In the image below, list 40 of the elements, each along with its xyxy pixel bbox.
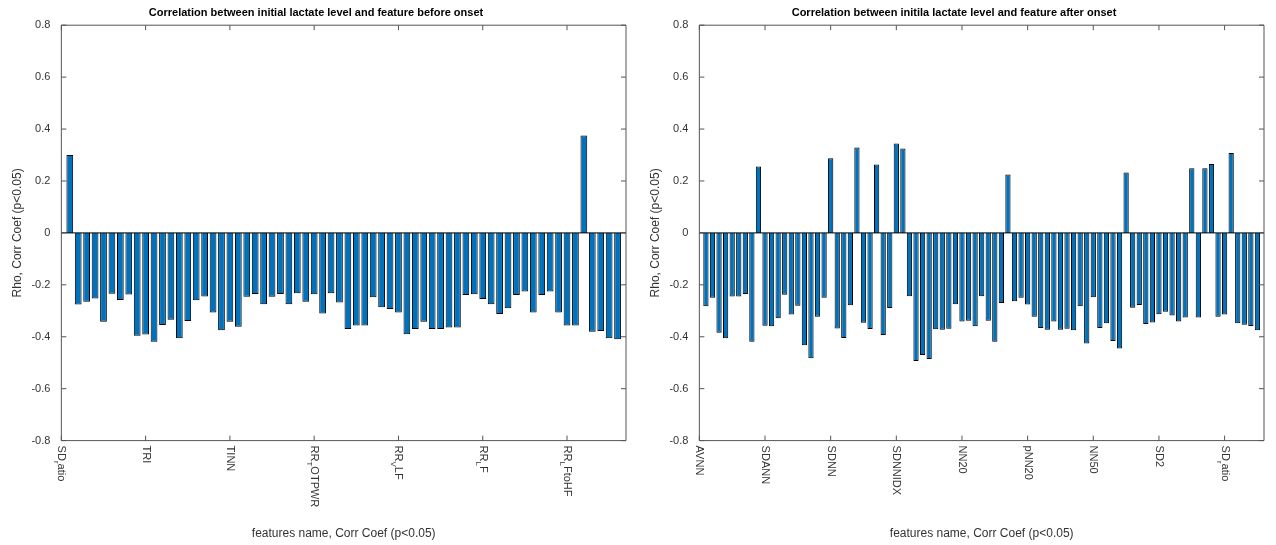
chart-title: Correlation between initila lactate level and feature after onset xyxy=(791,5,1117,18)
x-tick-label: SDNNIDX xyxy=(891,445,904,496)
x-tick-label: RRVLF xyxy=(389,445,406,480)
y-tick-label: -0.6 xyxy=(31,381,51,394)
x-tick-label: NN20 xyxy=(956,445,969,474)
y-tick-label: 0.6 xyxy=(673,70,689,83)
x-axis-title: features name, Corr Coef (p<0.05) xyxy=(889,526,1074,541)
y-tick-label: 0.8 xyxy=(673,18,689,31)
x-tick-label: RRTOTPWR xyxy=(304,445,322,508)
x-axis-title: features name, Corr Coef (p<0.05) xyxy=(251,526,436,541)
y-tick-label: 0.8 xyxy=(35,18,51,31)
x-tick-label: SDratio xyxy=(52,445,69,482)
y-axis-title: Rho, Corr Coef (p<0.05) xyxy=(647,168,662,298)
x-tick-label: SD2 xyxy=(1153,445,1166,468)
y-tick-label: 0 xyxy=(682,225,689,238)
y-tick-label: 0.2 xyxy=(673,174,689,187)
y-tick-label: 0.4 xyxy=(673,122,689,135)
y-tick-label: 0.6 xyxy=(35,70,51,83)
y-tick-label: -0.6 xyxy=(669,381,689,394)
x-tick-label: SDratio xyxy=(1215,445,1232,482)
x-tick-label: NN50 xyxy=(1088,445,1101,474)
x-tick-label: pNN20 xyxy=(1022,445,1035,480)
y-tick-label: -0.2 xyxy=(31,277,51,290)
x-tick-label: AVNN xyxy=(694,445,707,476)
y-tick-label: -0.2 xyxy=(669,277,689,290)
y-axis-title: Rho, Corr Coef (p<0.05) xyxy=(9,168,24,298)
y-tick-label: -0.8 xyxy=(669,433,689,446)
x-tick-label: RRLF xyxy=(473,445,490,473)
y-tick-label: 0 xyxy=(44,225,51,238)
y-tick-label: -0.8 xyxy=(31,433,51,446)
x-tick-label: RRLFtoHF xyxy=(557,445,574,497)
x-tick-label: TRI xyxy=(140,445,153,464)
x-tick-label: TINN xyxy=(224,445,237,472)
y-tick-label: 0.2 xyxy=(35,174,51,187)
y-tick-label: -0.4 xyxy=(669,329,689,342)
x-tick-label: SDANN xyxy=(759,445,772,485)
x-tick-label: SDNN xyxy=(825,445,838,477)
chart-title: Correlation between initial lactate level and feature before onset xyxy=(148,5,484,18)
y-tick-label: -0.4 xyxy=(31,329,51,342)
y-tick-label: 0.4 xyxy=(35,122,51,135)
